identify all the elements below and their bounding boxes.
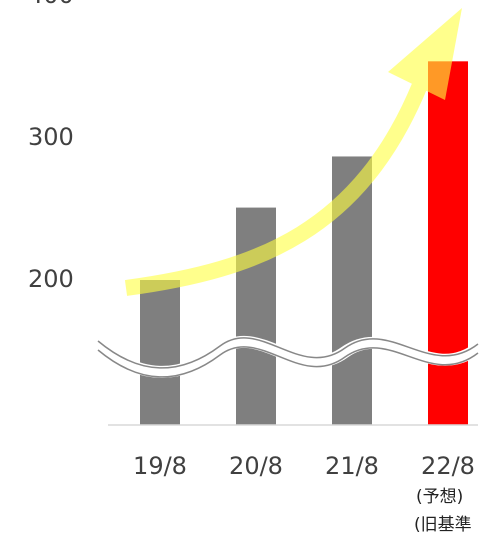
y-tick-label: 400 — [28, 0, 74, 9]
x-tick-label: 19/8 — [133, 452, 187, 480]
y-tick-label: 300 — [28, 123, 74, 151]
axis-break — [94, 335, 482, 378]
y-tick-label: 200 — [28, 265, 74, 293]
bar — [428, 61, 468, 425]
x-tick-label: 22/8 — [421, 452, 475, 480]
trend-arrow — [124, 8, 462, 296]
note: (予想) — [416, 487, 463, 507]
x-tick-label: 20/8 — [229, 452, 283, 480]
note: (旧基準 — [414, 515, 472, 535]
bar — [140, 280, 180, 425]
bar — [236, 207, 276, 425]
x-tick-label: 21/8 — [325, 452, 379, 480]
